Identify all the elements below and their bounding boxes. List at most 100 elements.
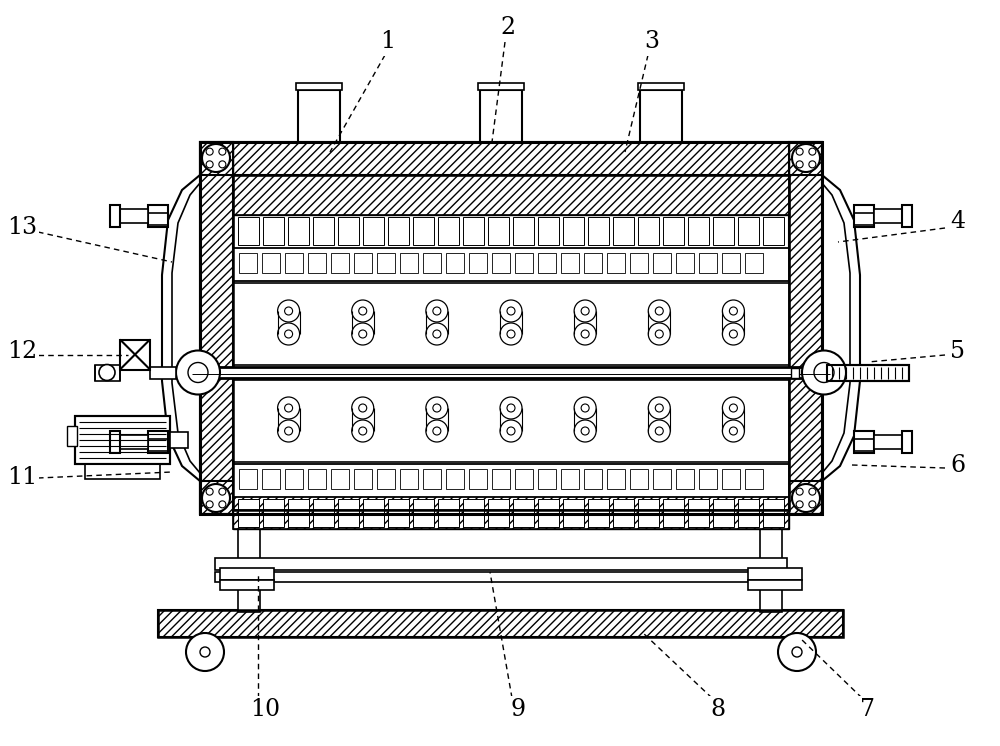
Bar — [233, 510, 789, 529]
Bar — [538, 469, 556, 489]
Bar — [233, 175, 789, 510]
Circle shape — [792, 484, 820, 512]
Circle shape — [507, 427, 515, 435]
Circle shape — [219, 501, 226, 508]
Circle shape — [581, 330, 589, 338]
Circle shape — [426, 397, 448, 419]
Circle shape — [648, 420, 670, 442]
Bar — [463, 217, 484, 245]
Circle shape — [352, 420, 374, 442]
Bar — [148, 431, 168, 453]
Bar — [760, 492, 782, 612]
Bar — [763, 499, 784, 527]
Text: 4: 4 — [950, 210, 966, 233]
Circle shape — [219, 488, 226, 495]
Bar — [215, 572, 787, 582]
Bar — [745, 253, 763, 273]
Circle shape — [722, 420, 744, 442]
Bar — [748, 568, 802, 580]
Circle shape — [219, 161, 226, 168]
Text: 13: 13 — [7, 216, 37, 239]
Bar — [120, 339, 150, 369]
Bar — [763, 217, 784, 245]
Text: 1: 1 — [380, 31, 396, 54]
Circle shape — [648, 397, 670, 419]
Circle shape — [581, 427, 589, 435]
Bar — [538, 499, 559, 527]
Bar — [200, 142, 822, 514]
Circle shape — [581, 404, 589, 412]
Bar — [233, 248, 789, 281]
Circle shape — [809, 501, 816, 508]
Circle shape — [796, 488, 803, 495]
Circle shape — [188, 363, 208, 383]
Bar — [75, 416, 170, 464]
Bar — [233, 175, 789, 215]
Bar — [338, 499, 359, 527]
Bar — [513, 217, 534, 245]
Bar — [745, 469, 763, 489]
Bar — [446, 469, 464, 489]
Circle shape — [729, 330, 737, 338]
Bar — [480, 90, 522, 142]
Bar — [584, 469, 602, 489]
Circle shape — [581, 307, 589, 315]
Bar — [298, 90, 340, 142]
Circle shape — [426, 300, 448, 322]
Text: 3: 3 — [644, 31, 660, 54]
Text: 6: 6 — [950, 454, 966, 477]
Bar — [148, 205, 168, 227]
Bar — [170, 432, 188, 448]
Bar — [789, 142, 822, 514]
Bar — [446, 253, 464, 273]
Bar — [513, 499, 534, 527]
Bar — [588, 499, 609, 527]
Bar — [688, 499, 709, 527]
Text: 5: 5 — [950, 340, 966, 363]
Circle shape — [648, 323, 670, 345]
Bar — [613, 217, 634, 245]
Bar — [488, 217, 509, 245]
Circle shape — [359, 330, 367, 338]
Circle shape — [433, 330, 441, 338]
Bar — [563, 217, 584, 245]
Bar — [110, 431, 120, 453]
Circle shape — [285, 307, 293, 315]
Bar — [469, 469, 487, 489]
Bar — [515, 253, 533, 273]
Circle shape — [206, 161, 213, 168]
Circle shape — [206, 488, 213, 495]
Bar — [640, 90, 682, 142]
Circle shape — [359, 404, 367, 412]
Circle shape — [655, 307, 663, 315]
Bar — [233, 510, 789, 529]
Bar — [377, 469, 395, 489]
Text: 9: 9 — [510, 698, 526, 721]
Circle shape — [796, 501, 803, 508]
Circle shape — [500, 420, 522, 442]
Bar — [413, 217, 434, 245]
Bar — [561, 253, 579, 273]
Bar — [110, 205, 120, 227]
Text: 10: 10 — [250, 698, 280, 721]
Bar — [308, 469, 326, 489]
Bar — [789, 142, 822, 514]
Circle shape — [655, 427, 663, 435]
Bar — [463, 499, 484, 527]
Bar — [363, 217, 384, 245]
Circle shape — [176, 351, 220, 395]
Bar — [388, 217, 409, 245]
Circle shape — [285, 404, 293, 412]
Bar — [215, 558, 787, 570]
Bar — [288, 217, 309, 245]
Bar — [118, 435, 148, 449]
Bar — [200, 142, 233, 514]
Bar — [423, 469, 441, 489]
Circle shape — [574, 300, 596, 322]
Circle shape — [655, 330, 663, 338]
Bar — [400, 469, 418, 489]
Bar — [676, 469, 694, 489]
Bar — [263, 217, 284, 245]
Circle shape — [278, 397, 300, 419]
Bar — [233, 464, 789, 497]
